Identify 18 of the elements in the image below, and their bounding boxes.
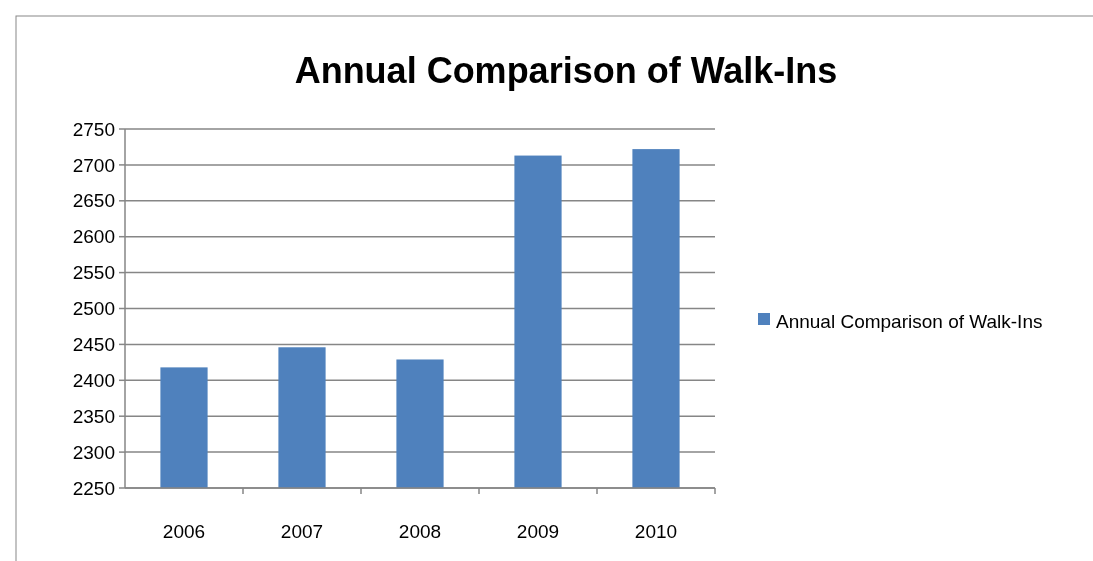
x-tick-label: 2006 [162, 521, 206, 542]
y-tick-label: 2750 [72, 118, 115, 140]
y-tick-label: 2500 [72, 298, 115, 320]
y-tick-label: 2550 [72, 262, 115, 284]
chart-title: Annual Comparison of Walk-Ins [294, 50, 838, 91]
y-tick-label: 2250 [72, 477, 115, 499]
y-tick-label: 2650 [72, 190, 115, 212]
y-tick-label: 2600 [72, 226, 115, 248]
y-tick-label: 2450 [72, 334, 115, 356]
x-tick-label: 2009 [516, 521, 560, 542]
legend-label: Annual Comparison of Walk-Ins [776, 310, 1043, 332]
y-tick-label: 2300 [72, 441, 115, 463]
y-tick-label: 2350 [72, 405, 115, 427]
y-tick-label: 2700 [72, 154, 115, 176]
x-tick-label: 2010 [634, 521, 678, 542]
y-tick-label: 2400 [72, 369, 115, 391]
x-tick-label: 2008 [398, 521, 442, 542]
x-tick-label: 2007 [280, 521, 324, 542]
